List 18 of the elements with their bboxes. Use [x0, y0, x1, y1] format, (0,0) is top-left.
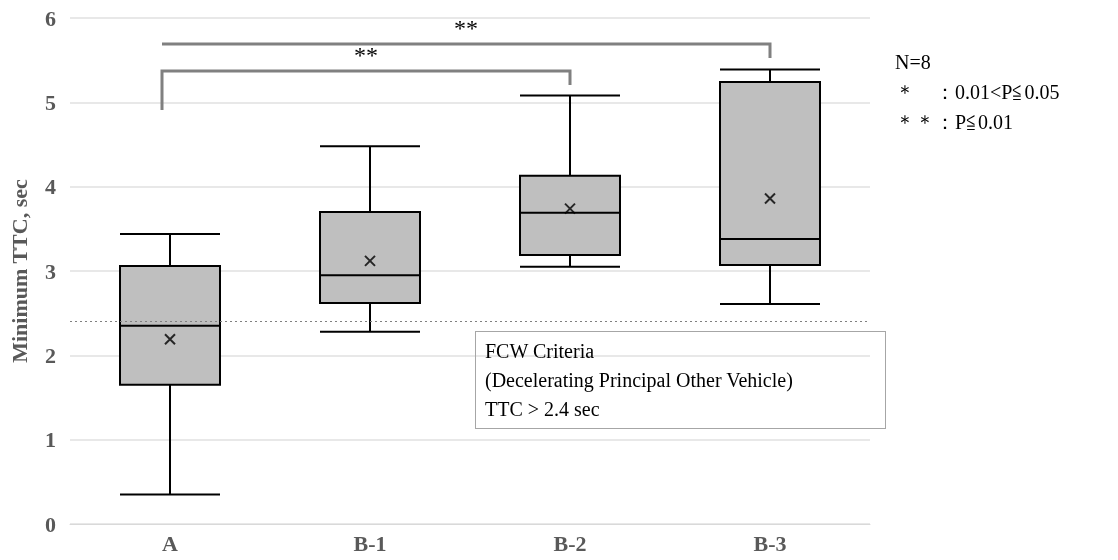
y-tick-label: 4 [45, 174, 56, 200]
x-tick-label: B-1 [353, 530, 387, 556]
x-tick-label: B-3 [753, 530, 787, 556]
text: ＊＊：P≦0.01 [895, 111, 1014, 133]
x-tick-label: A [162, 530, 179, 556]
y-tick-label: 0 [45, 511, 56, 537]
y-tick-label: 3 [45, 258, 56, 284]
y-tick-label: 6 [45, 5, 56, 31]
y-tick-label: 1 [45, 427, 56, 453]
x-tick-label: B-2 [553, 530, 587, 556]
note-box: FCW Criteria (Decelerating Principal Other Vehicle) TTC > 2.4 sec [475, 330, 886, 429]
text: ＊ ：0.01<P≦0.05 [895, 81, 1060, 103]
y-tick-label: 5 [45, 89, 56, 115]
y-tick-label: 2 [45, 342, 56, 368]
text: N=8 [895, 51, 931, 73]
annotation: ** [354, 42, 378, 68]
annotation: ** [454, 15, 478, 41]
y-axis-title: Minimum TTC, sec [6, 179, 32, 363]
